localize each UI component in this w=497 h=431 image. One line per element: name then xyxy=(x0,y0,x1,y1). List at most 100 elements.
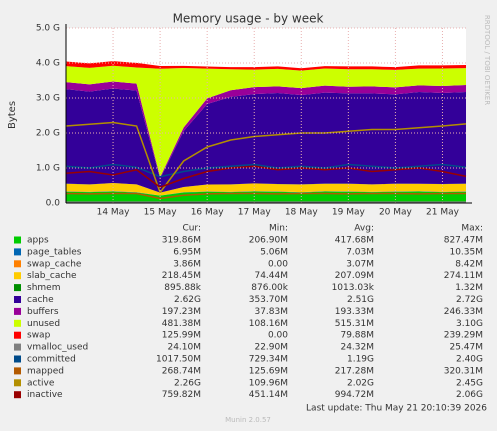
legend-swatch xyxy=(14,272,21,280)
legend-value: 2.62G xyxy=(174,295,201,305)
legend-label: slab_cache xyxy=(27,271,77,281)
legend-value: 218.45M xyxy=(162,271,201,281)
column-header: Max: xyxy=(461,224,483,234)
legend-value: 451.14M xyxy=(249,390,288,400)
legend-value: 994.72M xyxy=(335,390,374,400)
legend-value: 2.26G xyxy=(174,378,201,388)
watermark: RRDTOOL / TOBI OETIKER xyxy=(483,15,491,105)
legend-value: 24.32M xyxy=(340,343,374,353)
legend-value: 0.00 xyxy=(268,259,288,269)
legend-label: shmem xyxy=(27,283,60,293)
legend-swatch xyxy=(14,331,21,339)
y-tick-label: 3.0 G xyxy=(36,94,60,104)
legend-value: 5.06M xyxy=(260,247,288,257)
y-tick-label: 4.0 G xyxy=(36,59,60,69)
y-tick-label: 0.0 xyxy=(46,199,61,209)
legend-value: 197.23M xyxy=(162,307,201,317)
legend-value: 2.06G xyxy=(456,390,483,400)
legend-value: 876.00k xyxy=(251,283,288,293)
legend-value: 7.03M xyxy=(346,247,374,257)
legend-value: 22.90M xyxy=(254,343,288,353)
legend-swatch xyxy=(14,236,21,244)
legend-label: apps xyxy=(27,236,49,246)
y-axis-label: Bytes xyxy=(7,101,18,129)
area xyxy=(66,191,466,196)
area xyxy=(66,61,466,71)
legend-label: inactive xyxy=(27,390,63,400)
legend-label: active xyxy=(27,378,55,388)
legend-value: 759.82M xyxy=(162,390,201,400)
legend-value: 274.11M xyxy=(444,271,483,281)
legend-label: mapped xyxy=(27,366,64,376)
x-tick-label: 14 May xyxy=(97,208,131,218)
legend-label: buffers xyxy=(27,307,59,317)
legend-value: 108.16M xyxy=(249,319,288,329)
legend-value: 1.32M xyxy=(455,283,483,293)
legend-value: 217.28M xyxy=(335,366,374,376)
legend-value: 207.09M xyxy=(335,271,374,281)
y-tick-label: 5.0 G xyxy=(36,24,60,34)
legend-label: swap_cache xyxy=(27,259,82,269)
legend-value: 125.69M xyxy=(249,366,288,376)
legend-swatch xyxy=(14,260,21,268)
legend-value: 0.00 xyxy=(268,331,288,341)
legend-value: 895.88k xyxy=(164,283,201,293)
legend-label: vmalloc_used xyxy=(27,343,88,353)
legend-swatch xyxy=(14,355,21,363)
legend-value: 481.38M xyxy=(162,319,201,329)
column-header: Avg: xyxy=(354,224,374,234)
legend-value: 206.90M xyxy=(249,236,288,246)
legend-value: 37.83M xyxy=(254,307,288,317)
legend-value: 268.74M xyxy=(162,366,201,376)
legend-value: 2.72G xyxy=(456,295,483,305)
legend-value: 319.86M xyxy=(162,236,201,246)
legend-value: 3.86M xyxy=(173,259,201,269)
area xyxy=(66,183,466,196)
x-tick-label: 16 May xyxy=(191,208,225,218)
area xyxy=(66,81,466,179)
legend-value: 515.31M xyxy=(335,319,374,329)
legend-value: 246.33M xyxy=(444,307,483,317)
x-tick-label: 20 May xyxy=(379,208,413,218)
legend-value: 3.10G xyxy=(456,319,483,329)
series-layer xyxy=(65,61,467,203)
area xyxy=(66,88,466,193)
legend-value: 2.40G xyxy=(456,355,483,365)
legend-value: 320.31M xyxy=(444,366,483,376)
legend-value: 417.68M xyxy=(335,236,374,246)
legend-label: cache xyxy=(27,295,54,305)
legend-swatch xyxy=(14,296,21,303)
legend-swatch xyxy=(14,379,21,387)
legend-value: 24.10M xyxy=(167,343,201,353)
legend-value: 1017.50M xyxy=(156,355,201,365)
legend-value: 827.47M xyxy=(444,236,483,246)
legend-label: unused xyxy=(27,319,60,329)
column-header: Cur: xyxy=(182,224,201,234)
legend-value: 125.99M xyxy=(162,331,201,341)
legend-value: 1013.03k xyxy=(332,283,375,293)
legend-swatch xyxy=(14,284,21,292)
legend-swatch xyxy=(14,248,21,256)
footer: Munin 2.0.57 xyxy=(225,416,271,424)
legend-swatch xyxy=(14,367,21,375)
legend-value: 8.42M xyxy=(455,259,483,269)
legend-value: 25.47M xyxy=(449,343,483,353)
chart-title: Memory usage - by week xyxy=(173,12,324,26)
legend-value: 10.35M xyxy=(449,247,483,257)
legend-value: 353.70M xyxy=(249,295,288,305)
line xyxy=(65,121,467,195)
legend-value: 193.33M xyxy=(335,307,374,317)
legend-label: page_tables xyxy=(27,247,82,257)
x-tick-label: 17 May xyxy=(238,208,272,218)
legend-value: 729.34M xyxy=(249,355,288,365)
legend-value: 1.19G xyxy=(347,355,374,365)
area xyxy=(66,65,466,178)
legend-value: 74.44M xyxy=(254,271,288,281)
line xyxy=(65,165,467,189)
legend-value: 3.07M xyxy=(346,259,374,269)
y-tick-label: 2.0 G xyxy=(36,129,60,139)
legend-value: 2.45G xyxy=(456,378,483,388)
column-header: Min: xyxy=(269,224,288,234)
legend-value: 6.95M xyxy=(173,247,201,257)
legend-value: 2.51G xyxy=(347,295,374,305)
